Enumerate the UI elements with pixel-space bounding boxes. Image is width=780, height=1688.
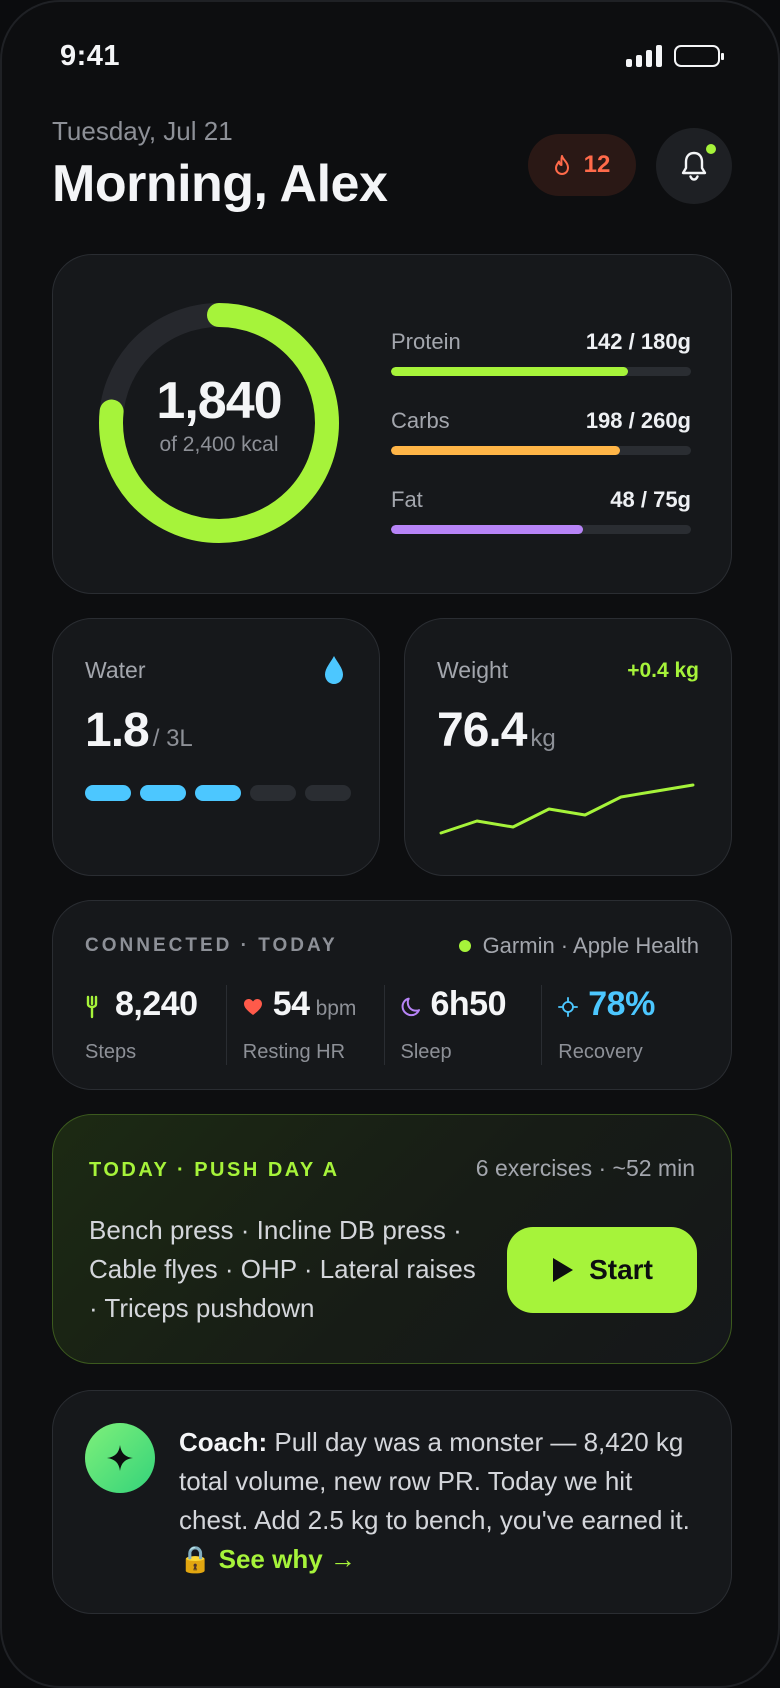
weight-card[interactable]: Weight +0.4 kg 76.4 kg: [404, 618, 732, 876]
status-time: 9:41: [60, 39, 121, 72]
macro-bar-fill: [391, 446, 620, 455]
stat-unit: bpm: [315, 997, 357, 1020]
macro-fat: Fat 48 / 75g: [391, 487, 691, 534]
stat-steps[interactable]: 8,240 Steps: [85, 985, 226, 1065]
stat-label: Sleep: [400, 1041, 452, 1063]
stat-resting-hr[interactable]: 54 bpm Resting HR: [225, 985, 384, 1065]
status-bar: 9:41: [60, 38, 724, 74]
stat-label: Steps: [85, 1041, 137, 1063]
macros-list: Protein 142 / 180g Carbs 198 / 260g Fat 48 …: [391, 329, 691, 566]
sparkle-icon: [107, 1445, 133, 1471]
macro-bar-fill: [391, 367, 628, 376]
water-segment: [85, 785, 131, 801]
stat-value: 54: [272, 985, 310, 1023]
macro-carbs: Carbs 198 / 260g: [391, 408, 691, 455]
coach-prefix: Coach:: [179, 1427, 268, 1457]
weight-delta: +0.4 kg: [627, 659, 699, 682]
water-value: 1.8: [85, 704, 150, 757]
stat-recovery[interactable]: 78% Recovery: [541, 985, 699, 1065]
connected-sources[interactable]: Garmin · Apple Health: [458, 933, 699, 959]
macro-label: Protein: [391, 329, 461, 354]
stat-value: 78%: [588, 985, 655, 1023]
streak-count: 12: [583, 151, 611, 178]
status-icons: [626, 45, 724, 67]
weight-label: Weight: [437, 657, 509, 683]
see-why-link[interactable]: See why →: [218, 1544, 356, 1574]
shoe-icon: [86, 995, 98, 1019]
calories-value: 1,840: [156, 372, 282, 430]
notification-dot: [704, 142, 718, 156]
stat-value: 6h50: [430, 985, 507, 1023]
lock-icon: 🔒: [179, 1544, 212, 1574]
calories-goal: of 2,400 kcal: [159, 433, 279, 456]
heart-icon: [243, 999, 262, 1015]
calorie-ring-graphic: [99, 303, 339, 543]
workout-meta: 6 exercises · ~52 min: [475, 1155, 695, 1181]
page-title: Morning, Alex: [52, 155, 388, 213]
connected-card[interactable]: CONNECTED · TODAY Garmin · Apple Health …: [52, 900, 732, 1090]
water-segment: [250, 785, 296, 801]
water-unit: / 3L: [152, 725, 193, 752]
weight-value: 76.4: [437, 704, 527, 757]
macro-value: 142 / 180g: [585, 329, 691, 354]
coach-avatar: [85, 1423, 155, 1493]
stat-sleep[interactable]: 6h50 Sleep: [383, 985, 542, 1065]
macro-label: Fat: [391, 487, 423, 512]
macro-bar: [391, 525, 691, 534]
crosshair-icon: [558, 997, 579, 1017]
macro-value: 48 / 75g: [610, 487, 691, 512]
connected-sources-label: Garmin · Apple Health: [482, 933, 699, 958]
water-segment: [140, 785, 186, 801]
macro-bar-fill: [391, 525, 583, 534]
macro-label: Carbs: [391, 408, 450, 433]
workout-exercises: Bench press · Incline DB press · Cable f…: [89, 1215, 476, 1323]
weight-trend-line: [439, 783, 695, 835]
coach-text: Pull day was a monster — 8,420 kg total …: [179, 1427, 690, 1535]
weight-unit: kg: [530, 725, 556, 752]
water-value-row: 1.8/ 3L: [85, 703, 193, 758]
notifications-button[interactable]: [656, 128, 732, 204]
stat-label: Resting HR: [242, 1041, 346, 1063]
battery-icon: [674, 45, 724, 67]
water-progress: [85, 785, 351, 801]
signal-icon: [626, 45, 662, 67]
coach-card[interactable]: Coach: Pull day was a monster — 8,420 kg…: [52, 1390, 732, 1614]
bell-icon: [681, 151, 707, 181]
calorie-ring: 1,840 of 2,400 kcal: [99, 303, 339, 543]
start-button-label: Start: [589, 1254, 653, 1285]
header-date: Tuesday, Jul 21: [52, 116, 233, 146]
workout-title: TODAY · PUSH DAY A: [89, 1159, 340, 1181]
stat-value: 8,240: [115, 985, 198, 1023]
weight-value-row: 76.4 kg: [437, 703, 556, 758]
macro-protein: Protein 142 / 180g: [391, 329, 691, 376]
water-label: Water: [85, 657, 146, 683]
macro-value: 198 / 260g: [585, 408, 691, 433]
connected-title: CONNECTED · TODAY: [85, 935, 338, 956]
moon-icon: [401, 997, 420, 1017]
macro-bar: [391, 367, 691, 376]
flame-icon: [554, 155, 569, 175]
weight-sparkline: [439, 783, 695, 835]
play-icon: [553, 1258, 574, 1282]
connected-status-dot: [458, 940, 471, 952]
water-card[interactable]: Water 1.8/ 3L: [52, 618, 380, 876]
water-drop-icon: [325, 656, 343, 684]
coach-message: Coach: Pull day was a monster — 8,420 kg…: [179, 1423, 699, 1579]
start-workout-button[interactable]: Start: [507, 1227, 697, 1313]
connected-stats: 8,240 Steps 54 bpm Resting HR 6h50 Sleep: [85, 985, 699, 1065]
water-segment: [305, 785, 351, 801]
streak-badge[interactable]: 12: [528, 134, 636, 196]
workout-card[interactable]: TODAY · PUSH DAY A 6 exercises · ~52 min…: [52, 1114, 732, 1364]
macro-bar: [391, 446, 691, 455]
water-segment: [195, 785, 241, 801]
stat-label: Recovery: [558, 1041, 643, 1063]
calories-card[interactable]: 1,840 of 2,400 kcal Protein 142 / 180g Ca…: [52, 254, 732, 594]
